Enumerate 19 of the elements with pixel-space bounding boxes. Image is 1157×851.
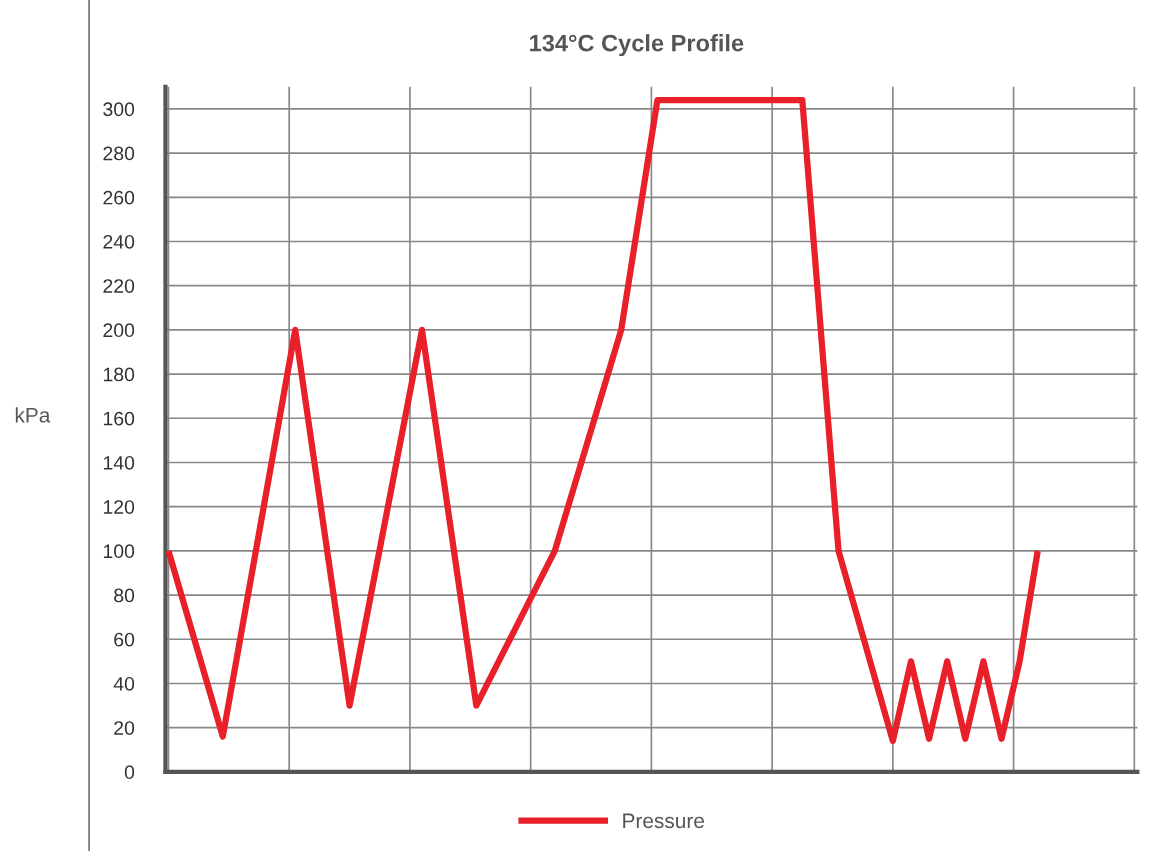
y-tick-label: 160 — [103, 411, 135, 426]
y-tick-label: 280 — [103, 146, 135, 161]
chart-title: 134°C Cycle Profile — [530, 34, 744, 57]
y-tick-label: 0 — [124, 765, 135, 780]
legend-label: Pressure — [623, 813, 704, 829]
y-tick-label: 260 — [103, 190, 135, 205]
y-tick-label: 40 — [113, 676, 135, 691]
y-tick-label: 240 — [103, 234, 135, 249]
y-tick-label: 20 — [114, 721, 135, 735]
y-tick-label: 180 — [103, 367, 135, 382]
y-tick-label: 100 — [103, 544, 135, 559]
y-tick-label: 220 — [103, 279, 135, 293]
y-tick-label: 120 — [103, 500, 135, 514]
y-tick-label: 140 — [103, 455, 135, 470]
y-tick-label: 300 — [103, 102, 135, 117]
y-tick-label: 200 — [103, 323, 135, 338]
y-tick-label: 60 — [114, 632, 135, 647]
y-axis-title: kPa — [15, 407, 51, 423]
y-tick-label: 80 — [114, 588, 135, 603]
